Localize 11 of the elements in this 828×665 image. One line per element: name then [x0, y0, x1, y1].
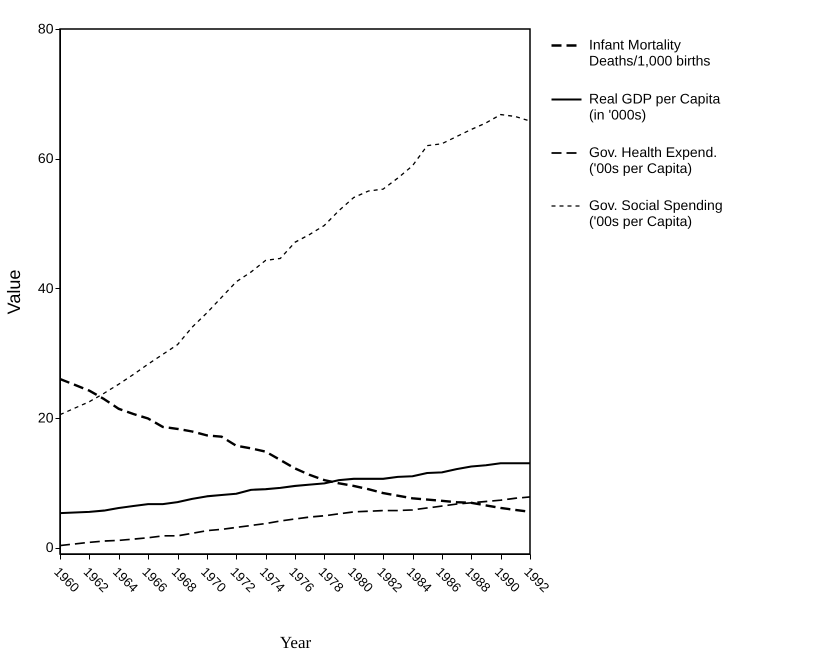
legend-label: Gov. Social Spending ('00s per Capita): [589, 197, 723, 229]
y-tick-label: 20: [38, 409, 54, 426]
y-axis-title: Value: [4, 270, 24, 314]
x-axis-title: Year: [280, 633, 312, 652]
y-tick-label: 0: [46, 539, 54, 556]
legend-label: Infant Mortality Deaths/1,000 births: [589, 36, 710, 68]
legend-label: Gov. Health Expend. ('00s per Capita): [589, 144, 718, 176]
y-tick-label: 80: [38, 20, 54, 36]
legend-label: Real GDP per Capita (in '000s): [589, 90, 720, 122]
y-tick-label: 40: [38, 280, 54, 296]
y-tick-label: 60: [38, 150, 54, 166]
